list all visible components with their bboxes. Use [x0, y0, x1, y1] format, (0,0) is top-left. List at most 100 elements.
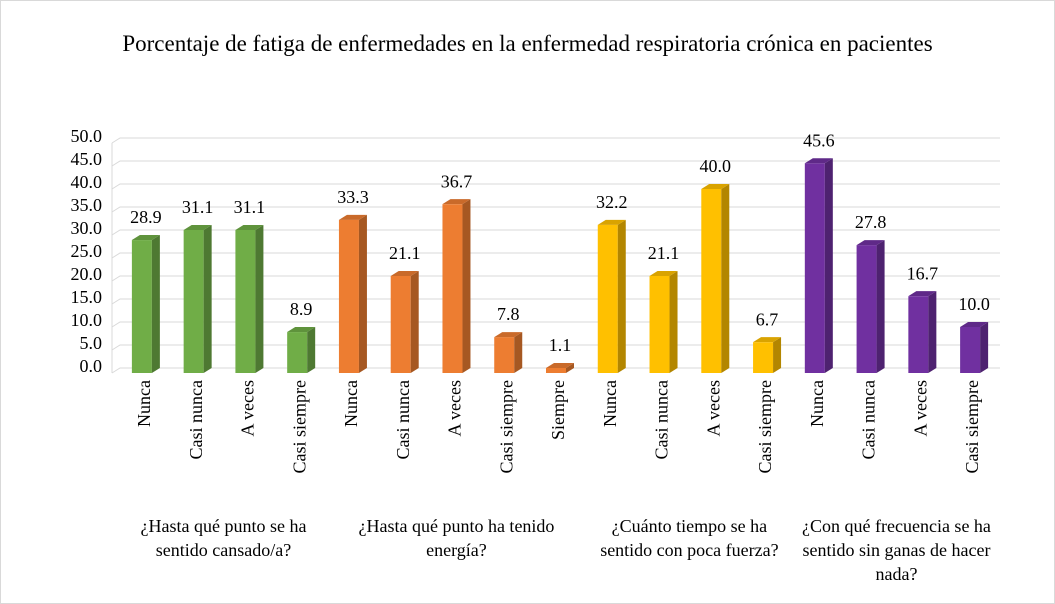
x-tick-label: Casi nunca	[652, 380, 672, 459]
bar	[287, 332, 308, 373]
y-tick-label: 50.0	[71, 126, 103, 146]
value-label: 31.1	[182, 197, 214, 217]
bar-side	[151, 235, 160, 373]
bar-side	[773, 337, 782, 373]
x-tick-label: Siempre	[548, 380, 568, 440]
x-tick-label: Casi siempre	[755, 380, 775, 473]
y-tick-label: 10.0	[71, 310, 103, 330]
bar	[442, 204, 463, 373]
value-label: 7.8	[497, 304, 520, 324]
bar-top	[908, 291, 937, 297]
group-label: ¿Hasta qué punto ha tenido energía?	[358, 516, 555, 560]
bar-top	[235, 224, 264, 230]
value-label: 6.7	[756, 309, 779, 329]
bar-top	[597, 219, 626, 225]
bar-top	[442, 199, 471, 205]
x-tick-label: Casi nunca	[393, 380, 413, 459]
y-tick-label: 5.0	[80, 333, 103, 353]
value-label: 33.3	[337, 187, 369, 207]
x-tick-label: Casi nunca	[186, 380, 206, 459]
bar	[649, 275, 670, 373]
group-label: ¿Hasta qué punto se ha sentido cansado/a…	[140, 516, 307, 560]
x-tick-label: A veces	[910, 380, 930, 436]
x-tick-label: Casi nunca	[859, 380, 879, 459]
x-tick-label: A veces	[238, 380, 258, 436]
y-tick-label: 40.0	[71, 172, 103, 192]
bar-side	[203, 224, 212, 373]
bar	[908, 296, 929, 373]
value-label: 40.0	[700, 156, 732, 176]
bar-side	[462, 199, 471, 373]
y-tick-label: 15.0	[71, 287, 103, 307]
bar	[546, 367, 566, 373]
bar-side	[876, 240, 885, 373]
bar-side	[928, 291, 937, 373]
bar-side	[255, 224, 264, 373]
x-tick-label: Casi siempre	[496, 380, 516, 473]
bar	[804, 163, 825, 373]
value-label: 31.1	[234, 197, 266, 217]
bar-top	[960, 322, 989, 327]
bar	[960, 327, 981, 373]
bar-top	[494, 332, 523, 338]
bar-side	[980, 322, 989, 373]
bar-top	[338, 214, 367, 220]
bar	[753, 342, 774, 373]
x-tick-label: Casi siempre	[289, 380, 309, 473]
bar-top	[546, 362, 574, 368]
value-label: 21.1	[389, 243, 421, 263]
x-tick-label: Nunca	[807, 380, 827, 427]
bar-side	[307, 327, 316, 373]
bar-top	[649, 270, 678, 276]
bar	[390, 275, 411, 373]
bar	[494, 337, 515, 373]
value-label: 27.8	[855, 212, 887, 232]
bar-top	[701, 184, 730, 189]
x-tick-label: A veces	[703, 380, 723, 436]
x-tick-label: Nunca	[341, 380, 361, 427]
value-label: 1.1	[549, 335, 572, 355]
y-tick-label: 30.0	[71, 218, 103, 238]
bar	[338, 219, 359, 373]
bar-top	[753, 337, 782, 343]
value-label: 10.0	[958, 294, 990, 314]
y-tick-label: 0.0	[80, 356, 103, 376]
bar-top	[287, 327, 316, 333]
x-tick-label: Nunca	[600, 380, 620, 427]
bar-side	[410, 270, 419, 373]
x-tick-label: Nunca	[134, 380, 154, 427]
bar-side	[358, 214, 367, 373]
bar-top	[804, 158, 833, 164]
bar-side	[721, 184, 730, 373]
y-tick-label: 25.0	[71, 241, 103, 261]
value-label: 8.9	[290, 299, 313, 319]
bar	[235, 229, 256, 373]
bar-side	[824, 158, 833, 373]
y-tick-label: 45.0	[71, 149, 103, 169]
x-tick-label: A veces	[445, 380, 465, 436]
bar	[701, 189, 722, 373]
value-label: 32.2	[596, 192, 628, 212]
bar-side	[669, 270, 678, 373]
bar-side	[617, 219, 626, 373]
bar-side	[566, 362, 574, 373]
y-tick-label: 20.0	[71, 264, 103, 284]
chart-title: Porcentaje de fatiga de enfermedades en …	[122, 31, 933, 56]
value-label: 45.6	[803, 130, 835, 150]
y-tick-label: 35.0	[71, 195, 103, 215]
x-tick-label: Casi siempre	[962, 380, 982, 473]
bar	[597, 224, 618, 373]
value-label: 21.1	[648, 243, 680, 263]
bar-top	[390, 270, 419, 276]
bar	[856, 245, 877, 373]
bar	[183, 229, 204, 373]
value-label: 36.7	[441, 171, 473, 191]
value-label: 16.7	[907, 263, 939, 283]
grid-line	[111, 160, 1000, 167]
bar	[131, 240, 152, 373]
grid-line	[111, 137, 1000, 144]
bar-top	[856, 240, 885, 246]
value-label: 28.9	[130, 207, 162, 227]
